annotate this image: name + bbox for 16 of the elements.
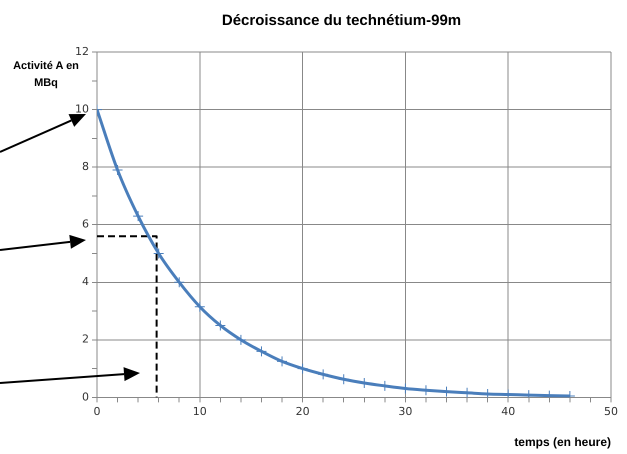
y-tick-label: 10 <box>74 102 89 116</box>
x-tick-label: 20 <box>296 404 310 418</box>
x-tick-label: 40 <box>501 404 516 418</box>
chart-title: Décroissance du technétium-99m <box>222 12 462 30</box>
y-tick-label: 6 <box>82 218 89 231</box>
x-tick-label: 0 <box>93 404 100 418</box>
y-axis-title: Activité A en MBq <box>12 59 80 91</box>
x-axis-title: temps (en heure) <box>514 435 611 450</box>
y-tick-label: 4 <box>82 275 89 288</box>
x-tick-label: 30 <box>398 404 412 418</box>
y-tick-label: 8 <box>82 160 89 173</box>
x-tick-label: 50 <box>604 404 618 418</box>
y-tick-label: 2 <box>82 332 89 346</box>
y-tick-label: 12 <box>74 44 89 58</box>
x-tick-label: 10 <box>192 404 207 418</box>
y-tick-label: 0 <box>82 390 89 404</box>
